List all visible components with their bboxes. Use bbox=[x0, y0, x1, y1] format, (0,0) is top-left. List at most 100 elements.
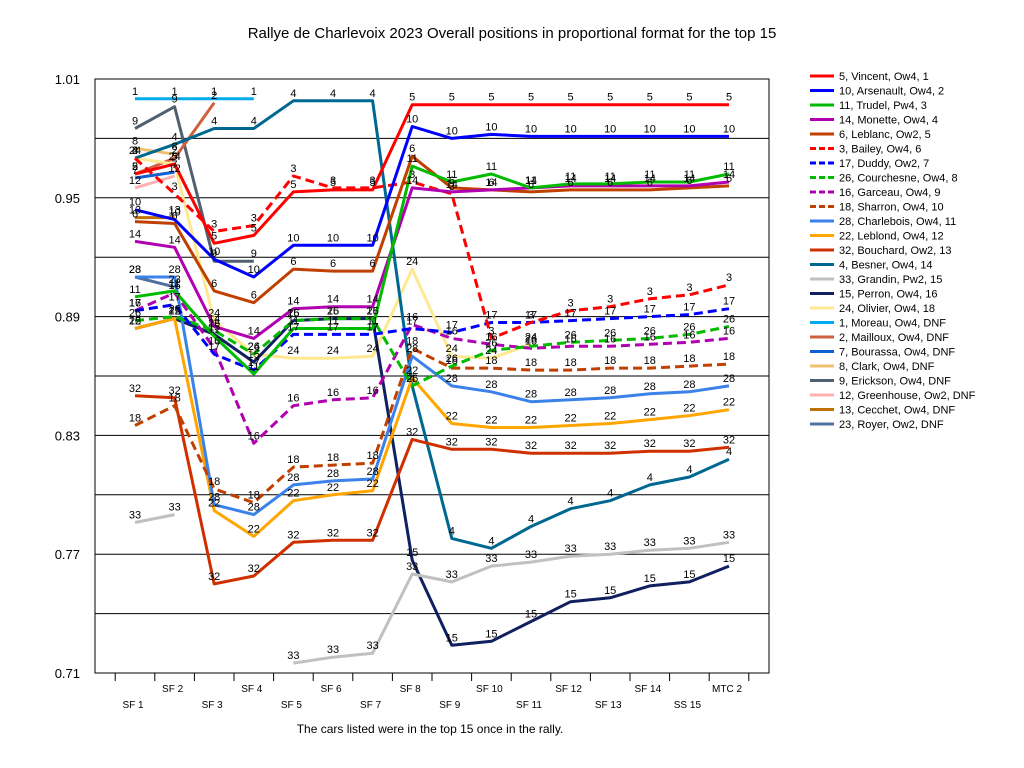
data-label: 32 bbox=[248, 563, 260, 575]
data-label: 15 bbox=[683, 569, 695, 581]
data-label: 11 bbox=[684, 169, 695, 181]
data-label: 17 bbox=[485, 310, 497, 322]
data-label: 32 bbox=[366, 527, 378, 539]
data-label: 14 bbox=[564, 173, 576, 185]
legend-item-label: 4, Besner, Ow4, 14 bbox=[839, 260, 933, 272]
data-label: 18 bbox=[168, 393, 180, 405]
data-label: 11 bbox=[446, 169, 457, 181]
data-label: 8 bbox=[132, 135, 138, 147]
data-label: 5 bbox=[211, 230, 217, 242]
data-label: 6 bbox=[132, 209, 138, 221]
data-label: 15 bbox=[564, 589, 576, 601]
data-label: 4 bbox=[449, 525, 455, 537]
data-label: 6 bbox=[607, 177, 613, 189]
data-label: 26 bbox=[683, 321, 695, 333]
chart-footnote: The cars listed were in the top 15 once … bbox=[297, 722, 564, 736]
data-label: 28 bbox=[564, 387, 576, 399]
data-label: 6 bbox=[726, 173, 732, 185]
data-label: 28 bbox=[683, 379, 695, 391]
data-label: 26 bbox=[406, 373, 418, 385]
data-label: 10 bbox=[485, 121, 497, 133]
data-label: 28 bbox=[723, 373, 735, 385]
data-label: 17 bbox=[683, 302, 695, 314]
data-label: 28 bbox=[644, 381, 656, 393]
data-label: 33 bbox=[446, 569, 458, 581]
y-tick-label: 0.95 bbox=[55, 191, 80, 206]
data-label: 4 bbox=[251, 116, 257, 128]
data-label: 18 bbox=[129, 413, 141, 425]
data-label: 3 bbox=[528, 310, 534, 322]
data-label: 28 bbox=[168, 264, 180, 276]
data-label: 32 bbox=[129, 383, 141, 395]
data-label: 22 bbox=[683, 403, 695, 415]
data-label: 32 bbox=[168, 385, 180, 397]
data-label: 17 bbox=[564, 308, 576, 320]
data-label: 23 bbox=[129, 264, 141, 276]
data-label: 6 bbox=[172, 211, 178, 223]
data-label: 22 bbox=[604, 411, 616, 423]
data-label: 5 bbox=[726, 92, 732, 104]
data-label: 3 bbox=[488, 325, 494, 337]
data-label: 16 bbox=[208, 335, 220, 347]
data-label: 6 bbox=[370, 258, 376, 270]
data-label: 28 bbox=[366, 466, 378, 478]
legend-item-label: 28, Charlebois, Ow4, 11 bbox=[839, 216, 956, 228]
data-label: 28 bbox=[327, 468, 339, 480]
legend-item-label: 16, Garceau, Ow4, 9 bbox=[839, 187, 941, 199]
data-label: 3 bbox=[409, 169, 415, 181]
data-label: 9 bbox=[172, 94, 178, 106]
data-label: 14 bbox=[525, 175, 537, 187]
data-label: 17 bbox=[248, 357, 260, 369]
data-label: 3 bbox=[647, 286, 653, 298]
data-label: 10 bbox=[366, 232, 378, 244]
legend-item-label: 24, Olivier, Ow4, 18 bbox=[839, 303, 935, 315]
legend-item-label: 10, Arsenault, Ow4, 2 bbox=[839, 86, 944, 98]
data-label: 3 bbox=[726, 272, 732, 284]
data-label: 18 bbox=[644, 355, 656, 367]
data-label: 16 bbox=[723, 325, 735, 337]
x-axis-ticks: SF 1 SF 2 SF 3 SF 4 SF 5 SF 6 SF 7 SF 8 SF 9 SF 1… bbox=[114, 673, 750, 711]
data-label: 4 bbox=[211, 116, 217, 128]
series-line-18 bbox=[134, 346, 730, 505]
data-label: 18 bbox=[327, 452, 339, 464]
data-label: 1 bbox=[251, 86, 257, 98]
data-label: 22 bbox=[287, 488, 299, 500]
data-label: 26 bbox=[327, 306, 339, 318]
data-label: 26 bbox=[723, 314, 735, 326]
data-label: 5 bbox=[251, 222, 257, 234]
data-label: 15 bbox=[327, 306, 339, 318]
data-label: 16 bbox=[564, 333, 576, 345]
data-label: 32 bbox=[525, 440, 537, 452]
data-label: 5 bbox=[290, 179, 296, 191]
data-label: 22 bbox=[327, 482, 339, 494]
data-label: 12 bbox=[168, 163, 180, 175]
data-label: 23 bbox=[168, 274, 180, 286]
x-tick-label: SF 12 bbox=[555, 684, 582, 695]
data-label: 10 bbox=[287, 232, 299, 244]
data-label: 3 bbox=[686, 282, 692, 294]
data-label: 4 bbox=[686, 464, 692, 476]
data-label: 22 bbox=[406, 365, 418, 377]
data-label: 33 bbox=[525, 549, 537, 561]
x-tick-label: SF 10 bbox=[476, 684, 503, 695]
data-label: 1 bbox=[132, 86, 138, 98]
data-label: 15 bbox=[129, 315, 141, 327]
data-label: 32 bbox=[564, 440, 576, 452]
data-label: 24 bbox=[406, 256, 418, 268]
x-tick-label: SF 9 bbox=[439, 700, 461, 711]
data-label: 6 bbox=[409, 143, 415, 155]
data-label: 10 bbox=[644, 123, 656, 135]
data-label: 3 bbox=[607, 294, 613, 306]
data-label: 15 bbox=[446, 632, 458, 644]
legend: 5, Vincent, Ow4, 1 10, Arsenault, Ow4, 2 1… bbox=[810, 71, 976, 431]
legend-item-label: 8, Clark, Ow4, DNF bbox=[839, 361, 935, 373]
data-label: 6 bbox=[568, 177, 574, 189]
data-label: 18 bbox=[564, 357, 576, 369]
data-label: 24 bbox=[327, 345, 339, 357]
data-label: 4 bbox=[290, 88, 296, 100]
data-label: 16 bbox=[248, 430, 260, 442]
data-label: 14 bbox=[683, 173, 695, 185]
data-label: 18 bbox=[525, 357, 537, 369]
data-label: 22 bbox=[208, 498, 220, 510]
